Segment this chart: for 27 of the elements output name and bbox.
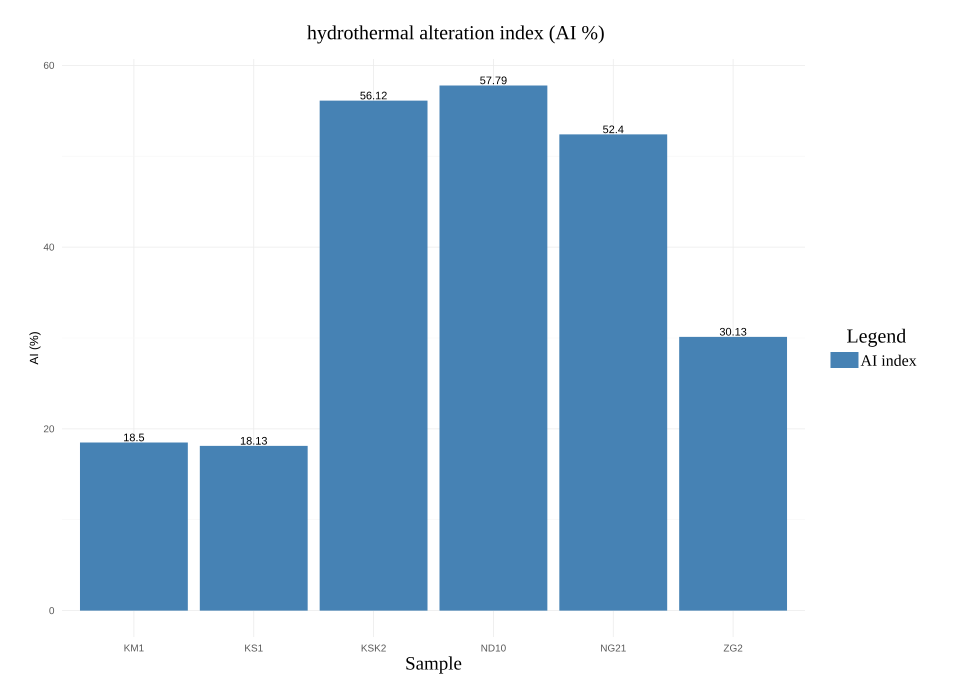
legend-label: AI index: [860, 354, 916, 366]
data-label: 30.13: [720, 328, 746, 336]
x-tick-label: ZG2: [724, 644, 742, 652]
bar: [200, 446, 308, 611]
y-axis-title: AI (%): [29, 332, 41, 365]
y-tick-label: 0: [49, 607, 54, 614]
data-label: 56.12: [360, 92, 387, 100]
y-tick-label: 60: [44, 62, 54, 69]
x-axis-title: Sample: [406, 656, 462, 674]
x-tick-label: KM1: [124, 644, 144, 652]
x-tick-label: ND10: [482, 644, 506, 652]
chart-title: hydrothermal alteration index (AI %): [307, 25, 604, 44]
x-tick-label: KSK2: [362, 644, 386, 652]
y-tick-label: 40: [44, 244, 54, 251]
data-label: 52.4: [603, 125, 624, 134]
bar: [320, 100, 428, 611]
data-label: 57.79: [480, 76, 507, 84]
data-label: 18.13: [240, 436, 267, 445]
y-tick-label: 20: [44, 425, 54, 432]
data-label: 18.5: [124, 434, 144, 442]
x-tick-label: KS1: [245, 644, 263, 652]
x-tick-label: NG21: [601, 644, 626, 652]
bar: [80, 442, 188, 611]
bar: [559, 134, 668, 611]
bar: [439, 85, 548, 611]
bar: [679, 336, 788, 611]
legend-title: Legend: [847, 328, 906, 347]
